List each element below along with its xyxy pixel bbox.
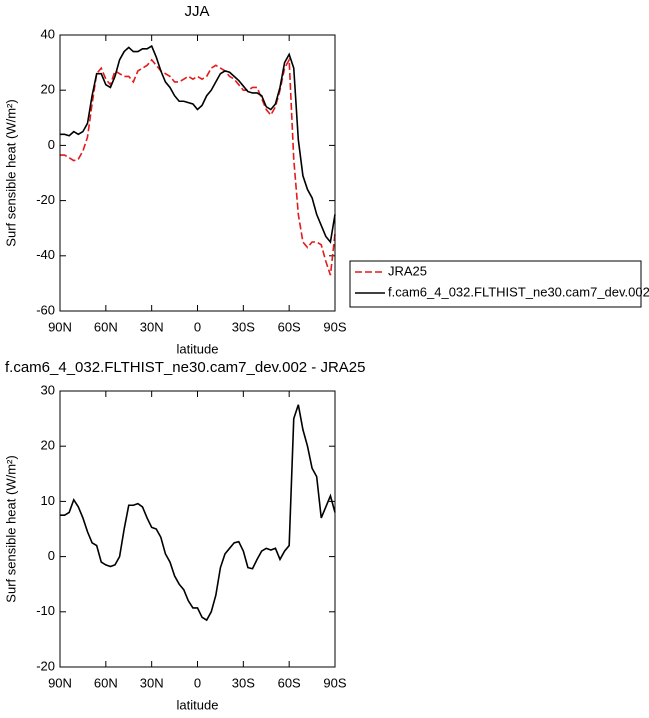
y-tick-label: -40 — [36, 247, 55, 262]
x-tick-label: 90S — [323, 675, 346, 690]
x-tick-label: 30S — [232, 319, 255, 334]
x-tick-label: 30N — [140, 675, 164, 690]
y-tick-label: -10 — [36, 603, 55, 618]
y-tick-label: -20 — [36, 658, 55, 673]
y-tick-label: -20 — [36, 192, 55, 207]
x-tick-label: 60N — [94, 675, 118, 690]
y-tick-label: 30 — [41, 382, 55, 397]
chart-title: JJA — [184, 3, 209, 20]
legend-label: JRA25 — [388, 263, 427, 278]
legend-box — [349, 260, 642, 308]
y-tick-label: 0 — [48, 548, 55, 563]
plot-frame — [59, 34, 336, 312]
y-tick-label: 10 — [41, 493, 55, 508]
x-tick-label: 0 — [194, 319, 201, 334]
x-tick-label: 60N — [94, 319, 118, 334]
data-line — [60, 404, 336, 622]
y-tick-label: 20 — [41, 82, 55, 97]
chart-title: f.cam6_4_032.FLTHIST_ne30.cam7_dev.002 -… — [5, 359, 365, 376]
y-axis-label: Surf sensible heat (W/m²) — [3, 455, 18, 602]
data-line — [60, 44, 336, 244]
y-tick-label: 0 — [48, 137, 55, 152]
x-axis-label: latitude — [177, 341, 219, 356]
x-axis-label: latitude — [177, 697, 219, 712]
x-tick-label: 30S — [232, 675, 255, 690]
data-line — [60, 56, 336, 276]
x-tick-label: 90N — [48, 675, 72, 690]
x-tick-label: 0 — [194, 675, 201, 690]
y-axis-label: Surf sensible heat (W/m²) — [3, 99, 18, 246]
x-tick-label: 60S — [278, 319, 301, 334]
x-tick-label: 60S — [278, 675, 301, 690]
plot-frame — [59, 390, 336, 668]
x-tick-label: 90S — [323, 319, 346, 334]
x-tick-label: 90N — [48, 319, 72, 334]
y-tick-label: -60 — [36, 302, 55, 317]
x-tick-label: 30N — [140, 319, 164, 334]
legend-label: f.cam6_4_032.FLTHIST_ne30.cam7_dev.002 — [388, 284, 649, 299]
y-tick-label: 20 — [41, 438, 55, 453]
y-tick-label: 40 — [41, 26, 55, 41]
